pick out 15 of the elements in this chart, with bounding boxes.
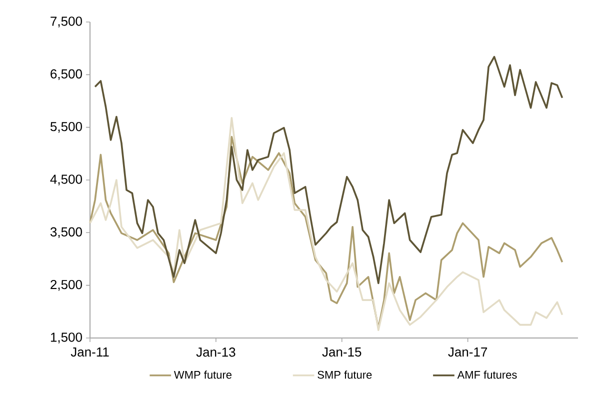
legend-label: WMP future: [174, 370, 232, 379]
legend-label: AMF futures: [457, 370, 517, 379]
legend-label: SMP future: [318, 370, 372, 379]
y-tick-label: 2,500: [50, 280, 82, 291]
line-series: [94, 56, 564, 284]
x-tick-label: Jan-15: [322, 348, 362, 357]
x-tick-label: Jan-13: [196, 348, 236, 357]
y-tick-label: 7,500: [50, 16, 82, 28]
y-tick-label: 6,500: [50, 69, 82, 80]
y-tick-label: 5,500: [50, 122, 82, 133]
y-tick-label: 3,500: [50, 227, 82, 238]
y-tick-label: 1,500: [50, 332, 82, 344]
x-tick-label: Jan-11: [70, 348, 109, 357]
x-tick-label: Jan-17: [448, 348, 488, 357]
y-tick-label: 4,500: [50, 174, 82, 186]
